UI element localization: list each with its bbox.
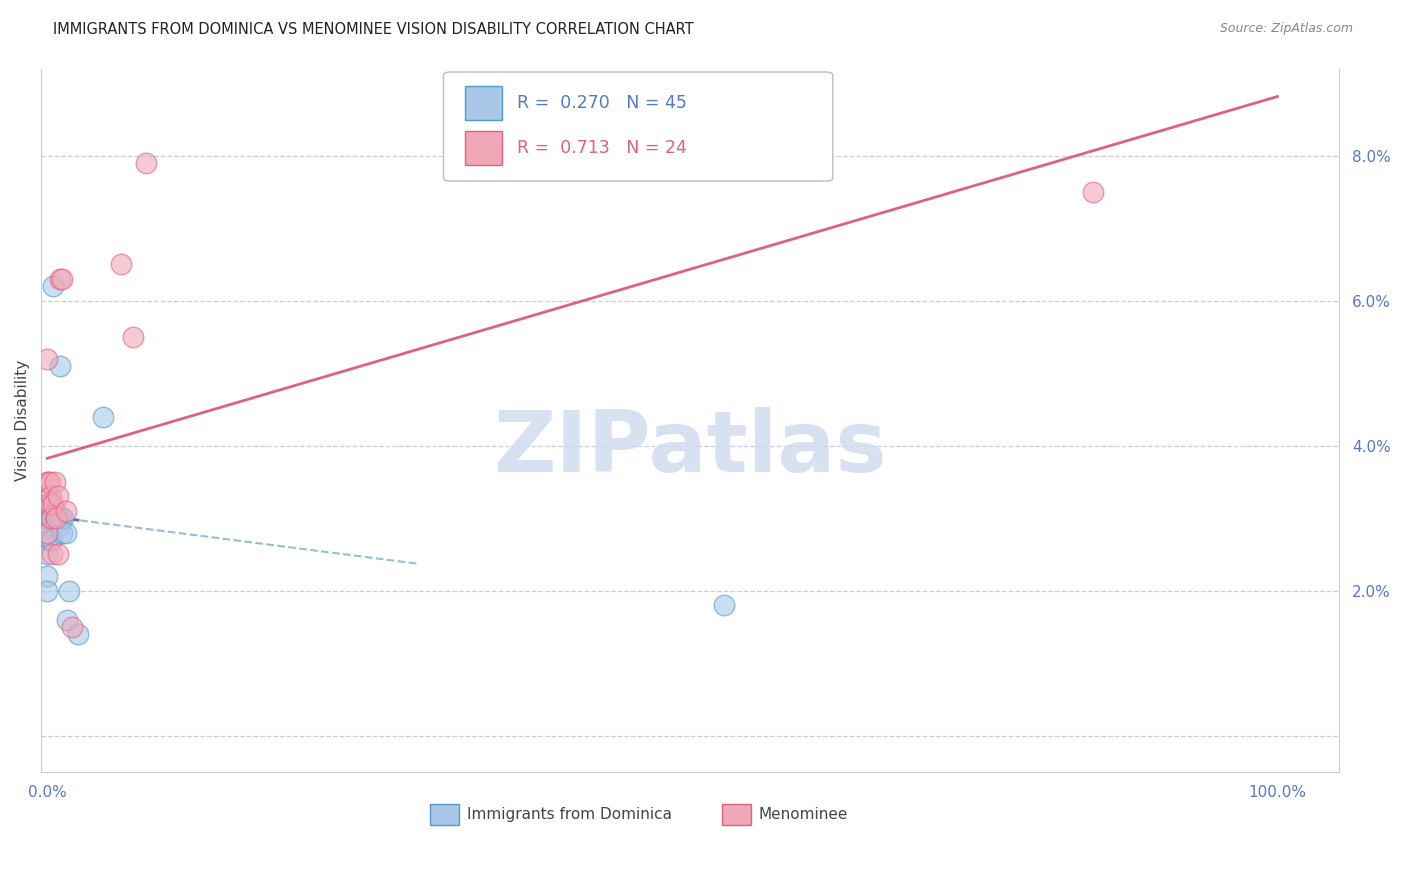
Point xyxy=(37,504,59,518)
Point xyxy=(37,497,59,511)
Point xyxy=(45,511,67,525)
Point xyxy=(37,583,59,598)
Point xyxy=(38,504,60,518)
Point xyxy=(46,511,69,525)
Point xyxy=(48,359,70,373)
Point xyxy=(41,533,63,547)
Point xyxy=(42,279,65,293)
Point xyxy=(37,351,59,366)
Point xyxy=(46,489,69,503)
Point xyxy=(37,504,59,518)
Text: R =  0.713   N = 24: R = 0.713 N = 24 xyxy=(517,139,688,157)
Point xyxy=(44,511,66,525)
Point xyxy=(48,518,70,533)
Point xyxy=(58,583,80,598)
Point xyxy=(37,504,59,518)
Point xyxy=(66,627,89,641)
Point xyxy=(38,475,60,489)
Point xyxy=(37,497,59,511)
Point xyxy=(37,511,59,525)
Point xyxy=(37,548,59,562)
Point xyxy=(38,497,60,511)
Point xyxy=(41,548,63,562)
Point xyxy=(37,511,59,525)
Point xyxy=(37,511,59,525)
FancyBboxPatch shape xyxy=(723,804,751,825)
Point xyxy=(91,409,114,424)
Point xyxy=(42,497,65,511)
FancyBboxPatch shape xyxy=(443,72,832,181)
Point xyxy=(39,511,62,525)
Point xyxy=(37,497,59,511)
Point xyxy=(135,156,157,170)
Point xyxy=(39,489,62,503)
FancyBboxPatch shape xyxy=(465,131,502,165)
Point xyxy=(46,511,69,525)
Point xyxy=(110,257,132,271)
Point xyxy=(1081,185,1104,199)
Point xyxy=(37,525,59,540)
Point xyxy=(49,511,72,525)
Text: Menominee: Menominee xyxy=(759,806,848,822)
Point xyxy=(37,504,59,518)
Point xyxy=(37,497,59,511)
Point xyxy=(37,511,59,525)
Text: Immigrants from Dominica: Immigrants from Dominica xyxy=(467,806,672,822)
Point xyxy=(56,613,79,627)
FancyBboxPatch shape xyxy=(465,87,502,120)
Point xyxy=(44,504,66,518)
Text: ZIPatlas: ZIPatlas xyxy=(494,407,887,490)
Point xyxy=(38,497,60,511)
FancyBboxPatch shape xyxy=(430,804,458,825)
Point xyxy=(51,272,73,286)
Point xyxy=(122,330,145,344)
Point xyxy=(60,620,83,634)
Point xyxy=(52,511,75,525)
Point xyxy=(37,511,59,525)
Point xyxy=(37,569,59,583)
Point xyxy=(38,533,60,547)
Point xyxy=(39,504,62,518)
Point xyxy=(37,525,59,540)
Point xyxy=(39,511,62,525)
Point xyxy=(37,475,59,489)
Point xyxy=(39,497,62,511)
Point xyxy=(37,504,59,518)
Point xyxy=(41,511,63,525)
Point xyxy=(37,518,59,533)
Text: R =  0.270   N = 45: R = 0.270 N = 45 xyxy=(517,94,688,112)
Point xyxy=(48,272,70,286)
Text: IMMIGRANTS FROM DOMINICA VS MENOMINEE VISION DISABILITY CORRELATION CHART: IMMIGRANTS FROM DOMINICA VS MENOMINEE VI… xyxy=(53,22,695,37)
Y-axis label: Vision Disability: Vision Disability xyxy=(15,359,30,481)
Point xyxy=(37,497,59,511)
Point xyxy=(51,525,73,540)
Point xyxy=(37,533,59,547)
Point xyxy=(713,598,735,612)
Text: Source: ZipAtlas.com: Source: ZipAtlas.com xyxy=(1219,22,1353,36)
Point xyxy=(37,475,59,489)
Point xyxy=(55,525,77,540)
Point xyxy=(44,475,66,489)
Point xyxy=(55,504,77,518)
Point xyxy=(45,511,67,525)
Point xyxy=(46,548,69,562)
